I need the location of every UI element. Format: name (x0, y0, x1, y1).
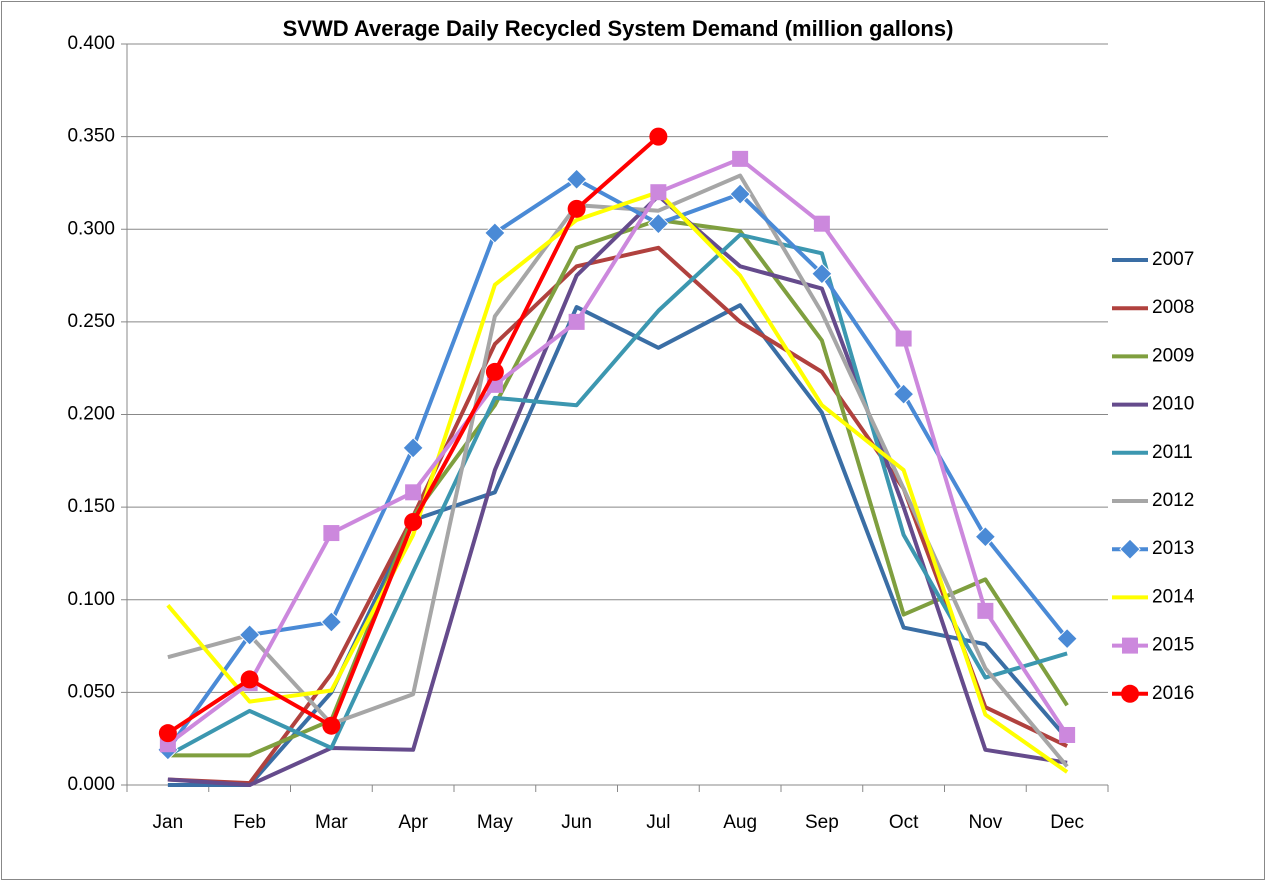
legend-label: 2011 (1152, 442, 1193, 463)
y-tick-label: 0.400 (67, 33, 115, 54)
marker (320, 611, 343, 633)
marker (402, 437, 424, 459)
marker (323, 525, 340, 542)
marker (649, 127, 668, 146)
x-tick-label: Mar (315, 812, 348, 833)
marker (238, 624, 261, 646)
marker (974, 526, 997, 548)
x-tick-label: Dec (1050, 812, 1084, 833)
legend-label: 2014 (1152, 586, 1195, 607)
marker (565, 168, 588, 190)
y-tick-label: 0.050 (67, 681, 115, 702)
legend-label: 2015 (1152, 635, 1194, 656)
x-tick-label: Jul (646, 812, 670, 833)
marker (892, 383, 915, 405)
x-tick-label: Sep (805, 812, 839, 833)
x-tick-label: Nov (968, 812, 1002, 833)
marker (240, 670, 259, 689)
marker (813, 215, 830, 232)
marker (568, 313, 585, 330)
marker (158, 724, 177, 743)
marker (729, 183, 751, 205)
x-tick-label: May (477, 812, 513, 833)
y-tick-label: 0.300 (67, 218, 115, 239)
x-tick-label: Feb (233, 812, 266, 833)
x-tick-label: Oct (889, 812, 919, 833)
y-tick-label: 0.250 (67, 311, 115, 332)
series-line (166, 232, 1068, 758)
x-tick-label: Apr (398, 812, 428, 833)
marker (322, 716, 341, 735)
y-tick-label: 0.100 (67, 589, 115, 610)
marker (647, 212, 670, 235)
legend-label: 2009 (1152, 345, 1194, 366)
legend-label: 2007 (1152, 249, 1194, 270)
marker (485, 362, 504, 381)
marker (811, 263, 833, 285)
chart-title: SVWD Average Daily Recycled System Deman… (283, 16, 954, 41)
marker (567, 199, 586, 218)
y-tick-label: 0.350 (67, 126, 115, 147)
legend-label: 2010 (1152, 394, 1194, 415)
legend-label: 2008 (1152, 297, 1194, 318)
marker (405, 484, 422, 501)
series-line (166, 156, 1069, 746)
x-tick-label: Jan (153, 812, 184, 833)
series-line (166, 177, 1069, 751)
y-tick-label: 0.000 (67, 774, 115, 795)
marker (1121, 684, 1139, 703)
marker (732, 150, 749, 167)
marker (1122, 637, 1138, 654)
x-tick-label: Jun (561, 812, 592, 833)
x-tick-label: Aug (723, 812, 757, 833)
series-line (166, 190, 1069, 774)
marker (977, 602, 994, 619)
legend-label: 2016 (1152, 683, 1194, 704)
marker (484, 222, 506, 244)
y-tick-label: 0.150 (67, 496, 115, 517)
marker (1119, 538, 1141, 560)
y-tick-label: 0.200 (67, 404, 115, 425)
series-line (167, 193, 1068, 787)
marker (404, 512, 423, 531)
marker (650, 184, 667, 201)
legend-label: 2012 (1152, 490, 1194, 511)
marker (1056, 627, 1078, 650)
marker (895, 330, 912, 347)
marker (1059, 726, 1076, 743)
legend-label: 2013 (1152, 538, 1194, 559)
